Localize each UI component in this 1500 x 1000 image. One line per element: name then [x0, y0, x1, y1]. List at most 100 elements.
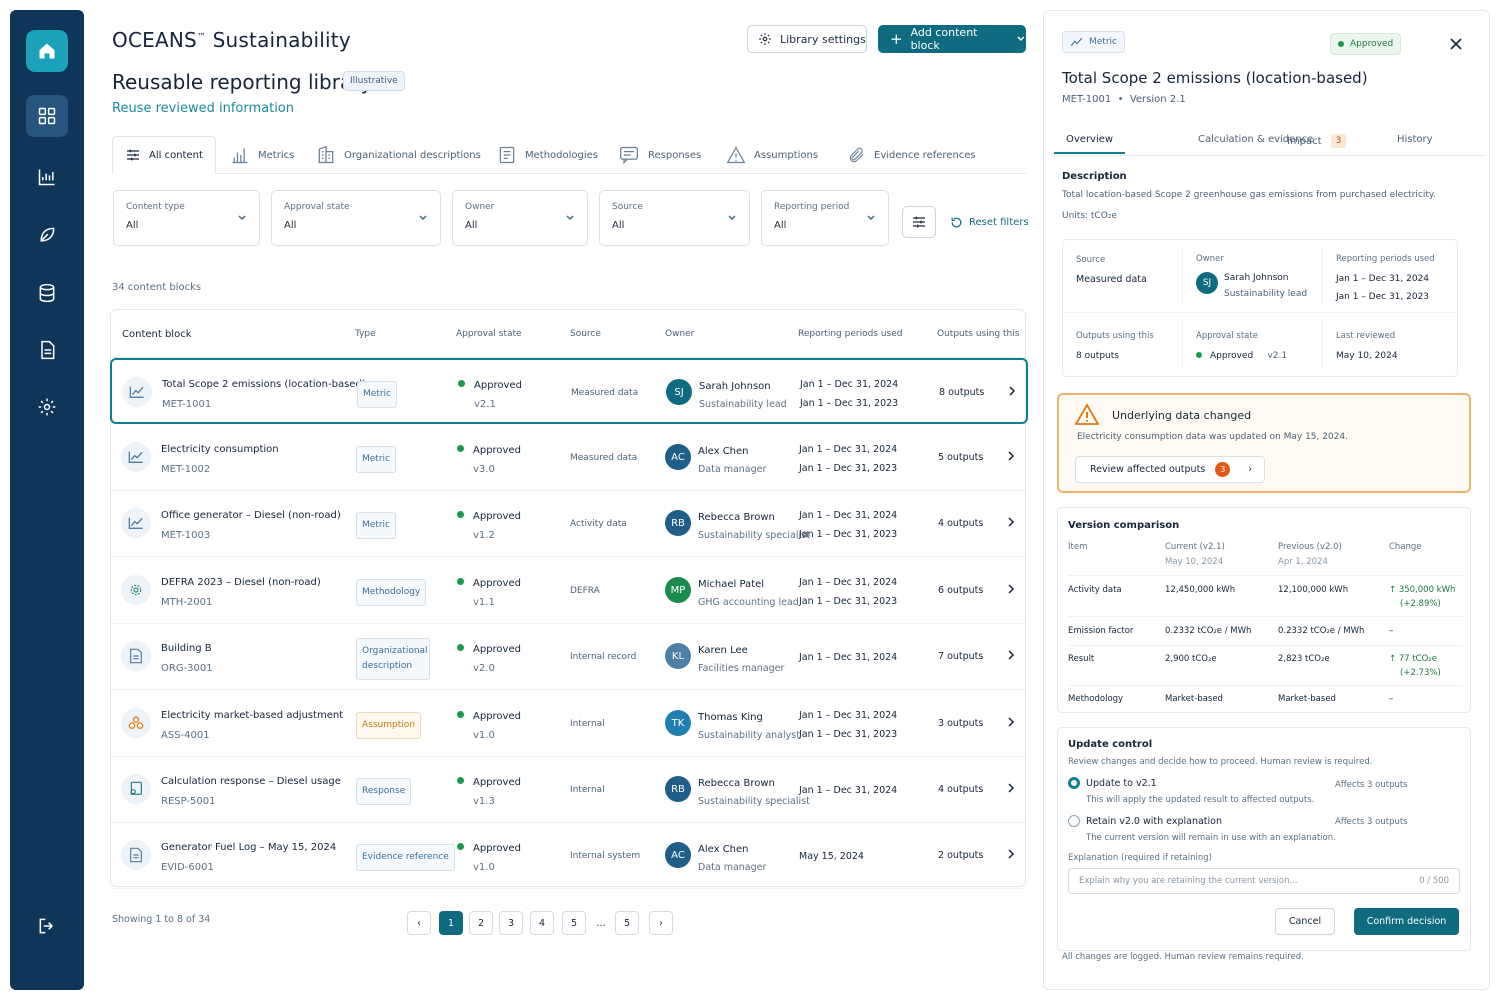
tab-evidence-references[interactable]: Evidence references — [848, 136, 976, 174]
nav-dashboard[interactable] — [26, 95, 68, 137]
table-row[interactable]: Calculation response – Diesel usage RESP-… — [111, 757, 1025, 823]
chevron-down-icon — [419, 215, 427, 221]
approval-value: Approved v2.1 — [1196, 351, 1287, 361]
tab-all-content[interactable]: All content — [112, 136, 216, 175]
owner-name: Alex Chen — [698, 844, 749, 855]
source-filter[interactable]: Source All — [599, 190, 750, 246]
chevron-right-icon[interactable] — [1006, 848, 1016, 860]
confirm-decision-button[interactable]: Confirm decision — [1354, 908, 1459, 935]
update-radio[interactable] — [1068, 777, 1080, 789]
review-affected-outputs-button[interactable]: Review affected outputs 3 › — [1075, 456, 1265, 483]
outputs-count: 4 outputs — [938, 784, 984, 795]
warning-icon — [1075, 403, 1099, 425]
page-3[interactable]: 3 — [499, 911, 523, 935]
page-5[interactable]: 5 — [562, 911, 586, 935]
advanced-filters-button[interactable] — [902, 206, 936, 238]
chart-icon — [38, 169, 55, 186]
explanation-input[interactable]: Explain why you are retaining the curren… — [1068, 868, 1460, 894]
logout-icon — [39, 918, 54, 934]
page-last[interactable]: 5 — [615, 911, 639, 935]
table-row[interactable]: Office generator – Diesel (non-road) MET-… — [111, 491, 1025, 557]
row-version: v1.3 — [473, 796, 495, 807]
owner-name: Alex Chen — [698, 446, 749, 457]
tab-methodologies[interactable]: Methodologies — [497, 136, 598, 174]
tab-overview[interactable]: Overview — [1054, 134, 1126, 154]
reset-filters-button[interactable]: Reset filters — [950, 216, 1029, 229]
row-source: Activity data — [570, 519, 627, 529]
line-chart-icon — [121, 442, 151, 472]
pagination-summary: Showing 1 to 8 of 34 — [112, 914, 211, 925]
shapes-icon — [121, 708, 151, 738]
chevron-right-icon: › — [1248, 464, 1253, 475]
avatar: RB — [665, 776, 691, 802]
library-settings-button[interactable]: Library settings — [747, 25, 867, 53]
type-badge: Metric — [356, 512, 396, 539]
tab-responses[interactable]: Responses — [618, 136, 701, 174]
row-id: EVID-6001 — [161, 862, 214, 873]
add-content-block-button[interactable]: + Add content block — [878, 25, 1026, 53]
line-chart-icon — [121, 508, 151, 538]
line-chart-icon — [122, 377, 152, 407]
tab-assumptions[interactable]: Assumptions — [726, 136, 818, 174]
tab-history[interactable]: History — [1397, 134, 1433, 145]
table-row[interactable]: DEFRA 2023 – Diesel (non-road) MTH-2001 Me… — [111, 558, 1025, 624]
row-version: v1.1 — [473, 597, 495, 608]
approval-state-filter[interactable]: Approval state All — [271, 190, 441, 246]
table-row[interactable]: Building B ORG-3001 Organizational descrip… — [111, 624, 1025, 690]
content-type-filter[interactable]: Content type All — [113, 190, 260, 246]
chevron-right-icon[interactable] — [1006, 516, 1016, 528]
illustrative-tag: Illustrative — [343, 71, 405, 91]
line-chart-icon — [1070, 37, 1083, 47]
reporting-period-filter[interactable]: Reporting period All — [761, 190, 889, 246]
nav-data[interactable] — [26, 272, 68, 314]
nav-settings[interactable] — [26, 386, 68, 428]
table-row[interactable]: Electricity consumption MET-1002 Metric App… — [111, 425, 1025, 491]
page-2[interactable]: 2 — [469, 911, 493, 935]
nav-reports[interactable] — [26, 329, 68, 371]
chevron-right-icon[interactable] — [1006, 782, 1016, 794]
page-1[interactable]: 1 — [439, 911, 463, 935]
tab-impact[interactable]: Impact 3 — [1287, 134, 1347, 148]
owner-role: GHG accounting lead — [698, 597, 799, 608]
type-badge: Methodology — [356, 579, 427, 606]
table-row[interactable]: Generator Fuel Log – May 15, 2024 EVID-60… — [111, 823, 1025, 889]
chevron-right-icon[interactable] — [1006, 583, 1016, 595]
nav-analytics[interactable] — [26, 156, 68, 198]
data-changed-alert: Underlying data changed Electricity cons… — [1057, 393, 1471, 493]
type-chip: Metric — [1062, 31, 1125, 53]
type-badge: Metric — [357, 381, 397, 408]
list-filter-icon — [127, 149, 139, 161]
chevron-right-icon[interactable] — [1007, 385, 1017, 397]
close-icon[interactable] — [1449, 37, 1463, 51]
page-ellipsis: … — [589, 911, 613, 935]
type-badge: Assumption — [356, 712, 421, 739]
retain-radio[interactable] — [1068, 815, 1080, 827]
home-button[interactable] — [26, 30, 68, 72]
chevron-right-icon[interactable] — [1006, 649, 1016, 661]
logout-button[interactable] — [26, 905, 68, 947]
tab-organizational-descriptions[interactable]: Organizational descriptions — [316, 136, 481, 174]
row-source: Measured data — [571, 388, 639, 398]
next-page-button[interactable]: › — [649, 911, 673, 935]
page-4[interactable]: 4 — [530, 911, 554, 935]
outputs-count: 4 outputs — [938, 518, 984, 529]
approval-status: Approved — [457, 578, 521, 589]
prev-page-button[interactable]: ‹ — [407, 911, 431, 935]
nav-sustainability[interactable] — [26, 214, 68, 256]
brand-title: OCEANS™ Sustainability — [112, 28, 351, 52]
cancel-button[interactable]: Cancel — [1275, 908, 1335, 935]
row-name: Generator Fuel Log – May 15, 2024 — [161, 842, 337, 853]
document-icon — [121, 840, 151, 870]
reset-icon — [951, 217, 962, 228]
chevron-right-icon[interactable] — [1006, 450, 1016, 462]
tab-metrics[interactable]: Metrics — [230, 136, 294, 174]
table-row[interactable]: Total Scope 2 emissions (location-based)… — [110, 358, 1028, 424]
tab-calculation-evidence[interactable]: Calculation & evidence — [1198, 134, 1314, 145]
table-row[interactable]: Electricity market-based adjustment ASS-4… — [111, 691, 1025, 757]
owner-name: Karen Lee — [698, 645, 748, 656]
owner-role: Data manager — [698, 464, 767, 475]
type-badge: Organizational description — [356, 638, 430, 680]
chevron-down-icon — [238, 215, 246, 221]
chevron-right-icon[interactable] — [1006, 716, 1016, 728]
owner-filter[interactable]: Owner All — [452, 190, 588, 246]
